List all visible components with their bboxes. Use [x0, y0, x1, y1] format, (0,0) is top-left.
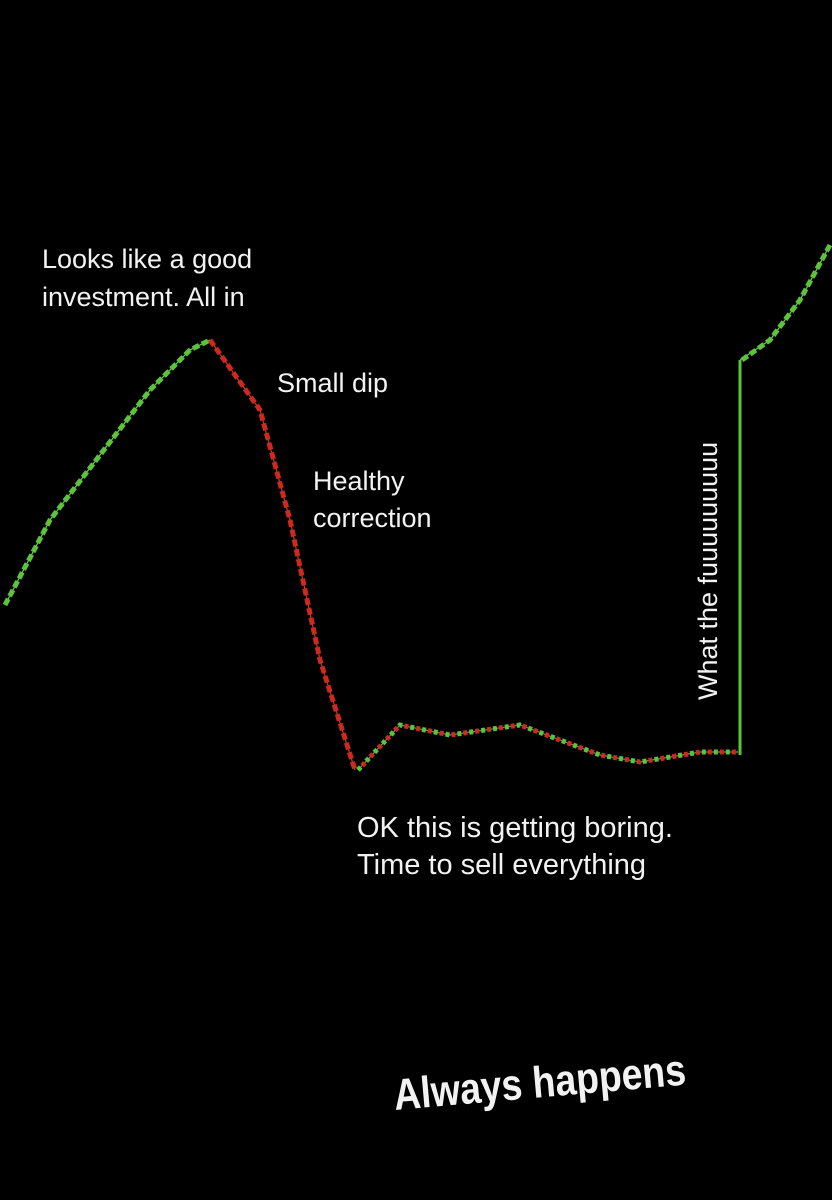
annotation: investment. All in	[42, 282, 245, 312]
candles	[2, 243, 832, 772]
annotation: Healthy	[313, 466, 405, 496]
annotation: OK this is getting boring.	[357, 812, 673, 844]
annotation: Small dip	[277, 368, 388, 398]
annotation: Looks like a good	[42, 244, 252, 274]
fall-candles	[207, 338, 358, 771]
annotation: correction	[313, 503, 432, 533]
annotation: What the fuuuuuuuuu	[693, 442, 723, 700]
flat-candles-red	[356, 722, 738, 772]
rise-candles	[2, 337, 212, 607]
annotation: Time to sell everything	[357, 849, 646, 881]
moon-candles	[740, 243, 832, 363]
